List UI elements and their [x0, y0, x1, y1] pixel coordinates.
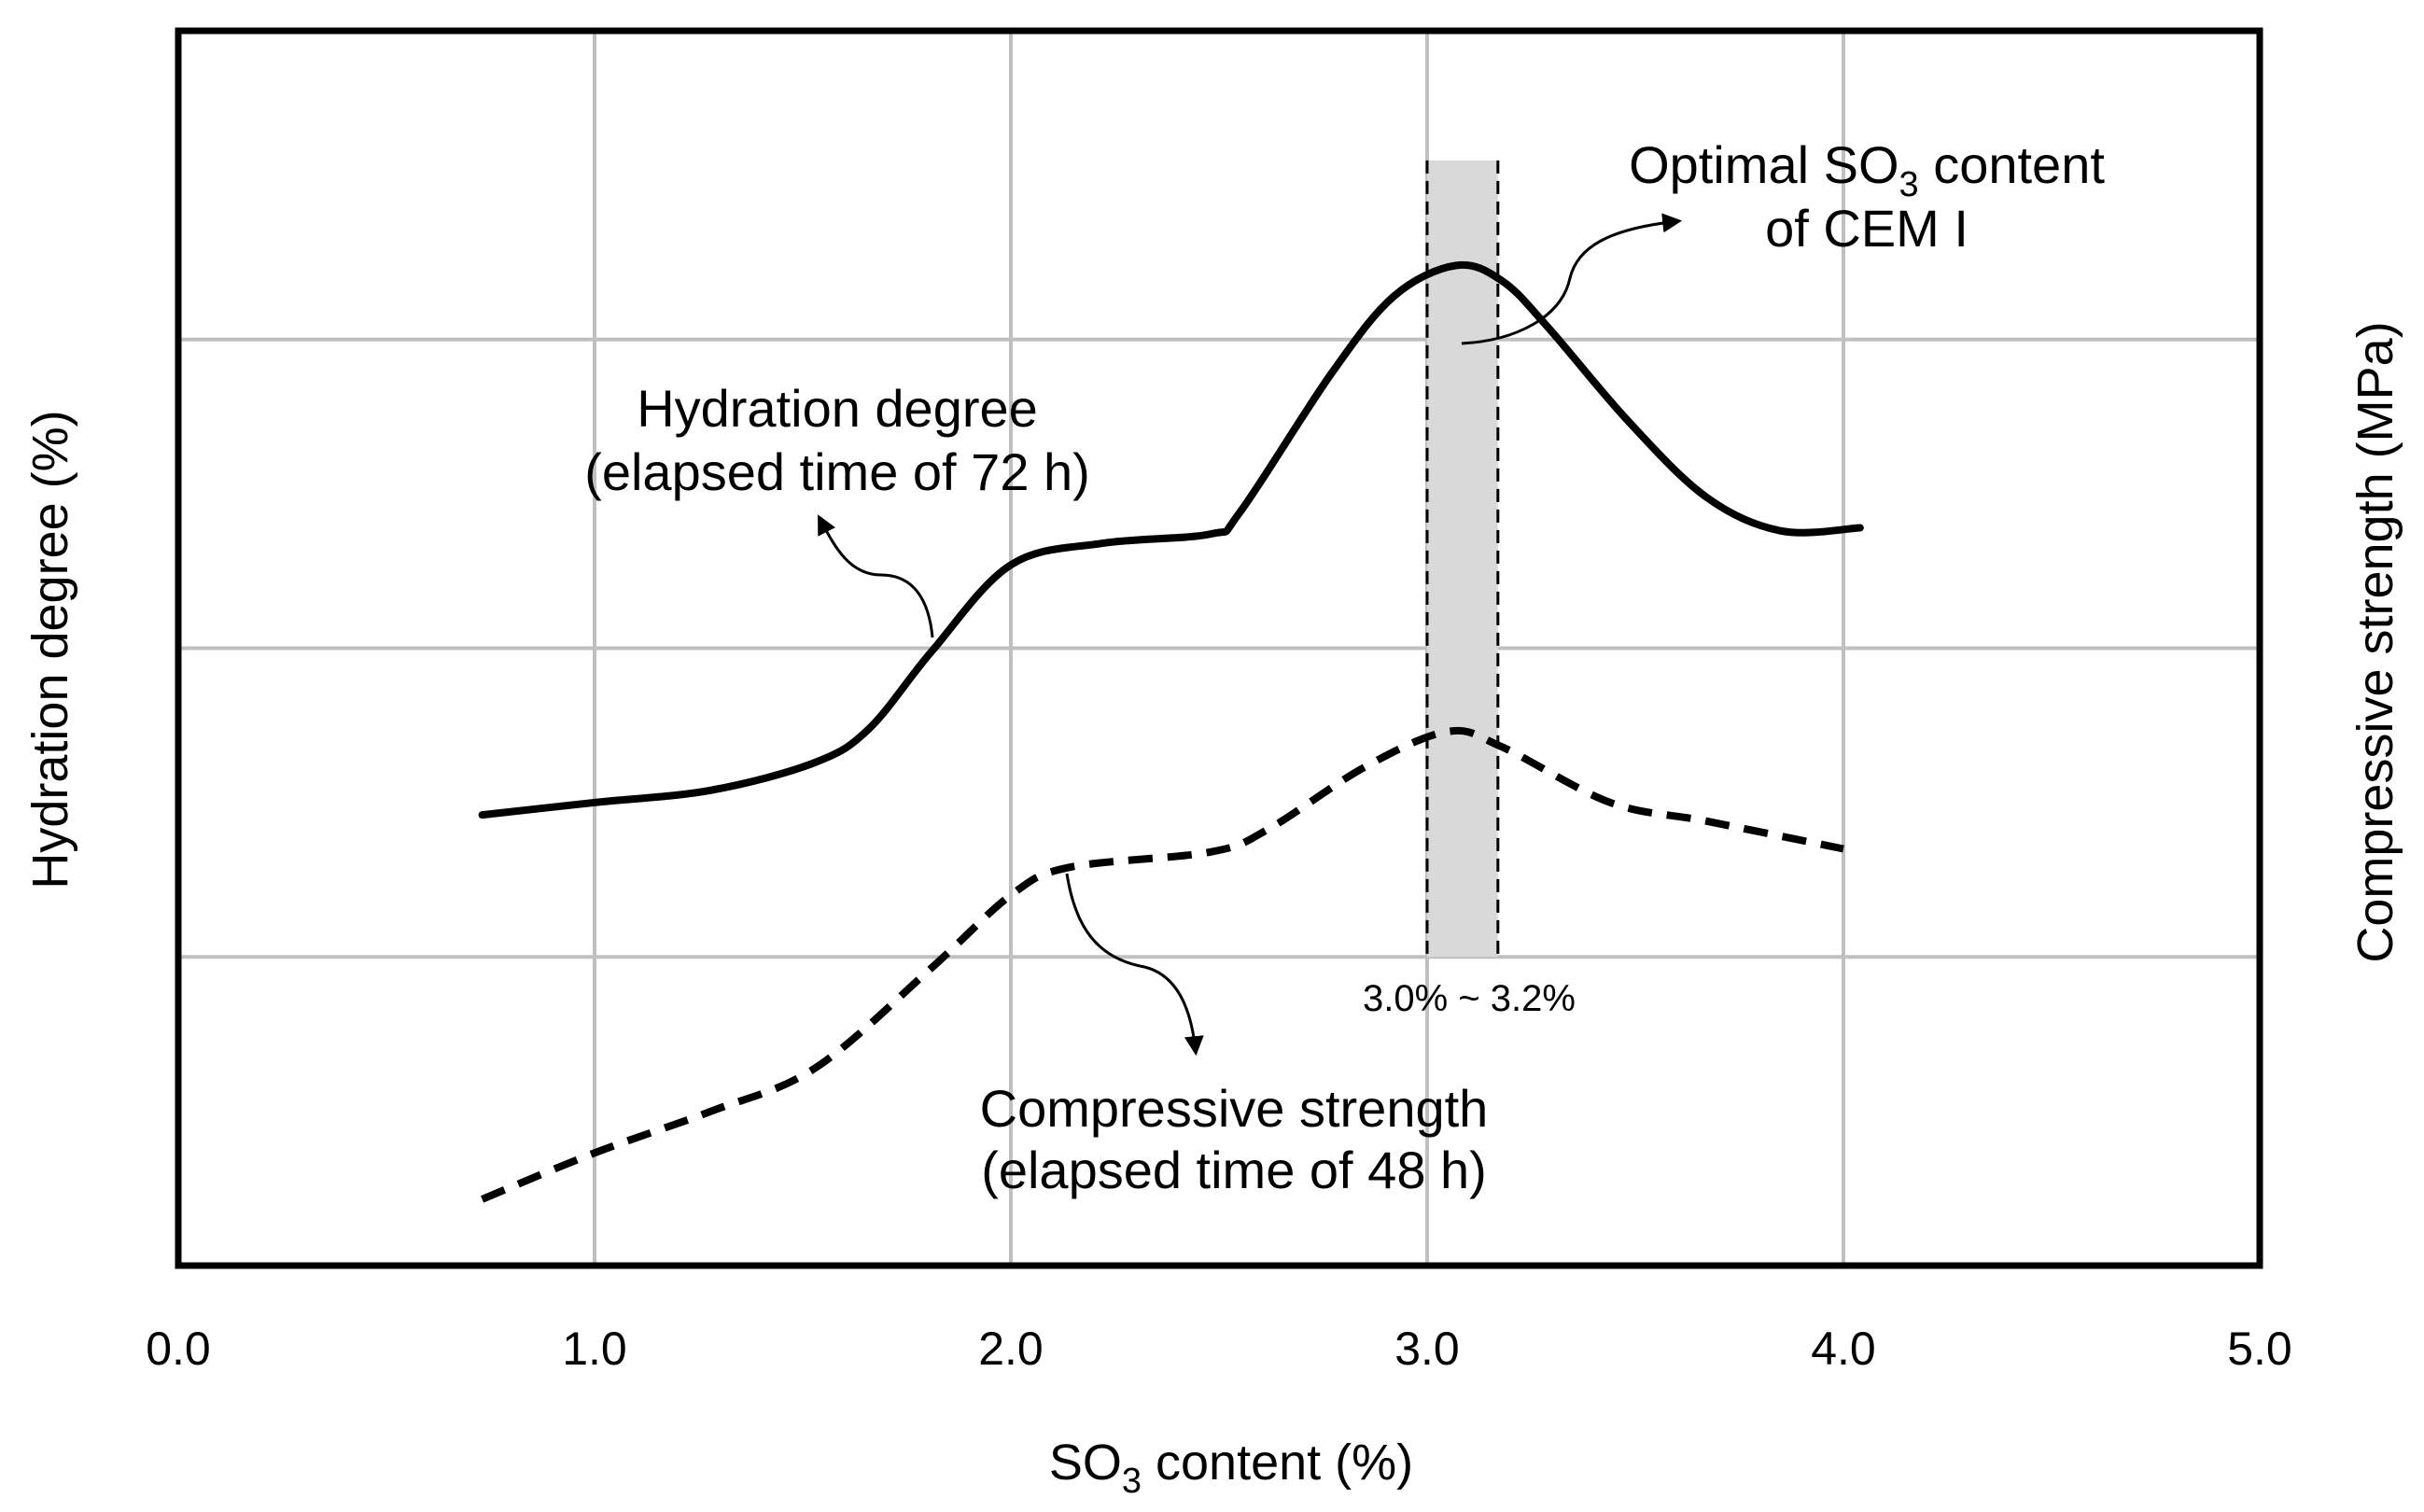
x-tick-label: 0.0 [146, 1323, 211, 1375]
y-axis-label-left: Hydration degree (%) [22, 410, 78, 889]
optimal-arrow [1461, 213, 1683, 345]
optimal-label-line1: Optimal SO3 content [1629, 135, 2105, 204]
x-tick-label: 3.0 [1394, 1323, 1460, 1375]
x-tick-label: 2.0 [978, 1323, 1044, 1375]
x-tick-label: 4.0 [1811, 1323, 1876, 1375]
optimal-label-line2: of CEM I [1765, 199, 1969, 258]
hydration-degree-line [478, 260, 1864, 819]
y-axis-label-right: Compressive strength (MPa) [2347, 321, 2403, 962]
band-range-label: 3.0% ~ 3.2% [1363, 978, 1576, 1019]
strength-label-line1: Compressive strength [980, 1079, 1489, 1138]
optimal-band [1425, 160, 1500, 958]
optimal-band-fill [1427, 160, 1498, 958]
strength-arrow [1065, 873, 1204, 1057]
x-tick-label: 5.0 [2227, 1323, 2292, 1375]
hydration-label-line2: (elapsed time of 72 h) [584, 442, 1090, 501]
plot-frame [175, 27, 2263, 1269]
series-group [478, 260, 1864, 1203]
hydration-label-line1: Hydration degree [637, 379, 1038, 438]
x-tick-label: 1.0 [562, 1323, 627, 1375]
hydration-arrow [818, 514, 934, 638]
strength-label-line2: (elapsed time of 48 h) [981, 1141, 1487, 1199]
x-axis-label: SO3 content (%) [1049, 1435, 1413, 1501]
compressive-strength-line [481, 726, 1844, 1203]
x-tick-labels: 0.0 1.0 2.0 3.0 4.0 5.0 [146, 1323, 2292, 1375]
